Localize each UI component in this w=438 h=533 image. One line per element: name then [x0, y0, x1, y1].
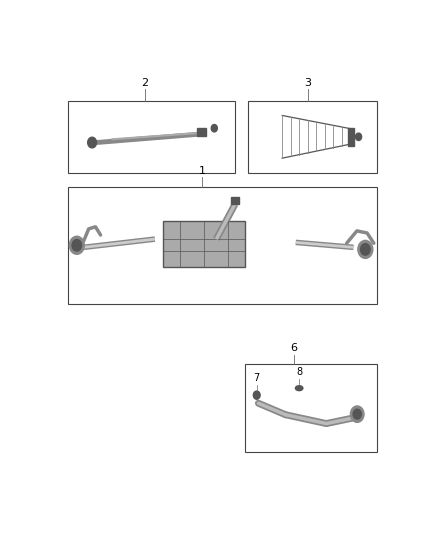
Circle shape: [69, 236, 84, 254]
Text: 1: 1: [199, 166, 206, 175]
Text: 8: 8: [296, 367, 302, 377]
Circle shape: [360, 244, 370, 255]
Circle shape: [72, 239, 81, 251]
Circle shape: [350, 406, 364, 422]
Bar: [248, 101, 377, 173]
Circle shape: [211, 125, 217, 132]
Bar: [163, 221, 245, 267]
Text: 2: 2: [141, 78, 148, 88]
Bar: [68, 187, 377, 304]
Circle shape: [88, 137, 96, 148]
Bar: [68, 101, 235, 173]
Ellipse shape: [295, 386, 303, 391]
Bar: [197, 128, 206, 136]
Text: 6: 6: [290, 343, 297, 353]
Bar: [231, 197, 239, 204]
Circle shape: [358, 240, 373, 259]
Text: 3: 3: [304, 78, 311, 88]
Text: 7: 7: [254, 373, 260, 383]
Bar: [348, 128, 354, 146]
Circle shape: [353, 409, 361, 419]
Circle shape: [253, 391, 260, 399]
Circle shape: [356, 133, 362, 141]
Bar: [245, 364, 377, 452]
